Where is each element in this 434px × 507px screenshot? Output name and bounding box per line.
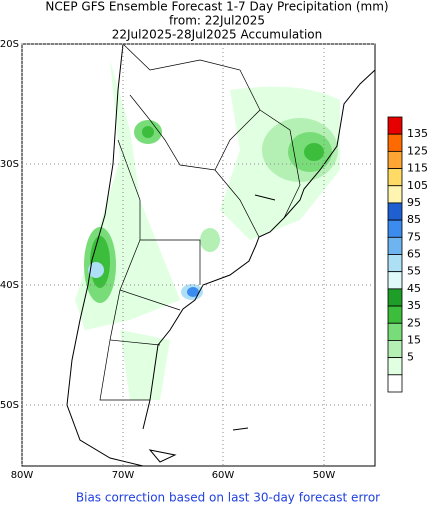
subtitle: from: 22Jul2025 xyxy=(169,14,265,28)
colorbar-label: 65 xyxy=(407,248,421,261)
colorbar-box xyxy=(387,116,403,135)
lon-label: 80W xyxy=(11,470,34,481)
colorbar-label: 105 xyxy=(407,179,428,192)
colorbar-box xyxy=(387,202,403,221)
colorbar-label: 5 xyxy=(407,351,414,364)
colorbar-box xyxy=(387,219,403,238)
colorbar-box xyxy=(387,340,403,359)
colorbar-label: 115 xyxy=(407,162,428,175)
colorbar-label: 85 xyxy=(407,213,421,226)
precip xyxy=(75,60,340,400)
lon-label: 60W xyxy=(212,470,235,481)
lon-label: 50W xyxy=(313,470,336,481)
colorbar-box xyxy=(387,271,403,290)
title: NCEP GFS Ensemble Forecast 1-7 Day Preci… xyxy=(45,0,388,14)
colorbar-label: 25 xyxy=(407,316,421,329)
footer: Bias correction based on last 30-day for… xyxy=(76,491,380,505)
plot-area xyxy=(21,43,376,467)
lon-label: 70W xyxy=(112,470,135,481)
colorbar-box xyxy=(387,305,403,324)
colorbar-box xyxy=(387,150,403,169)
colorbar-box xyxy=(387,322,403,341)
colorbar-box xyxy=(387,357,403,376)
colorbar-label: 45 xyxy=(407,282,421,295)
colorbar-box xyxy=(387,133,403,152)
colorbar-box xyxy=(387,374,403,393)
colorbar-label: 55 xyxy=(407,265,421,278)
lat-label: 50S xyxy=(0,400,19,411)
colorbar-label: 75 xyxy=(407,230,421,243)
colorbar-label: 95 xyxy=(407,196,421,209)
coastline xyxy=(66,43,376,467)
lat-label: 30S xyxy=(0,159,19,170)
lat-label: 40S xyxy=(0,280,19,291)
lat-label: 20S xyxy=(0,39,19,50)
colorbar-box xyxy=(387,288,403,307)
period: 22Jul2025-28Jul2025 Accumulation xyxy=(112,28,323,42)
colorbar-box xyxy=(387,185,403,204)
colorbar-label: 125 xyxy=(407,144,428,157)
colorbar-box xyxy=(387,254,403,273)
colorbar-box xyxy=(387,236,403,255)
colorbar-label: 135 xyxy=(407,127,428,140)
colorbar-box xyxy=(387,168,403,187)
colorbar-label: 35 xyxy=(407,299,421,312)
colorbar-label: 15 xyxy=(407,333,421,346)
